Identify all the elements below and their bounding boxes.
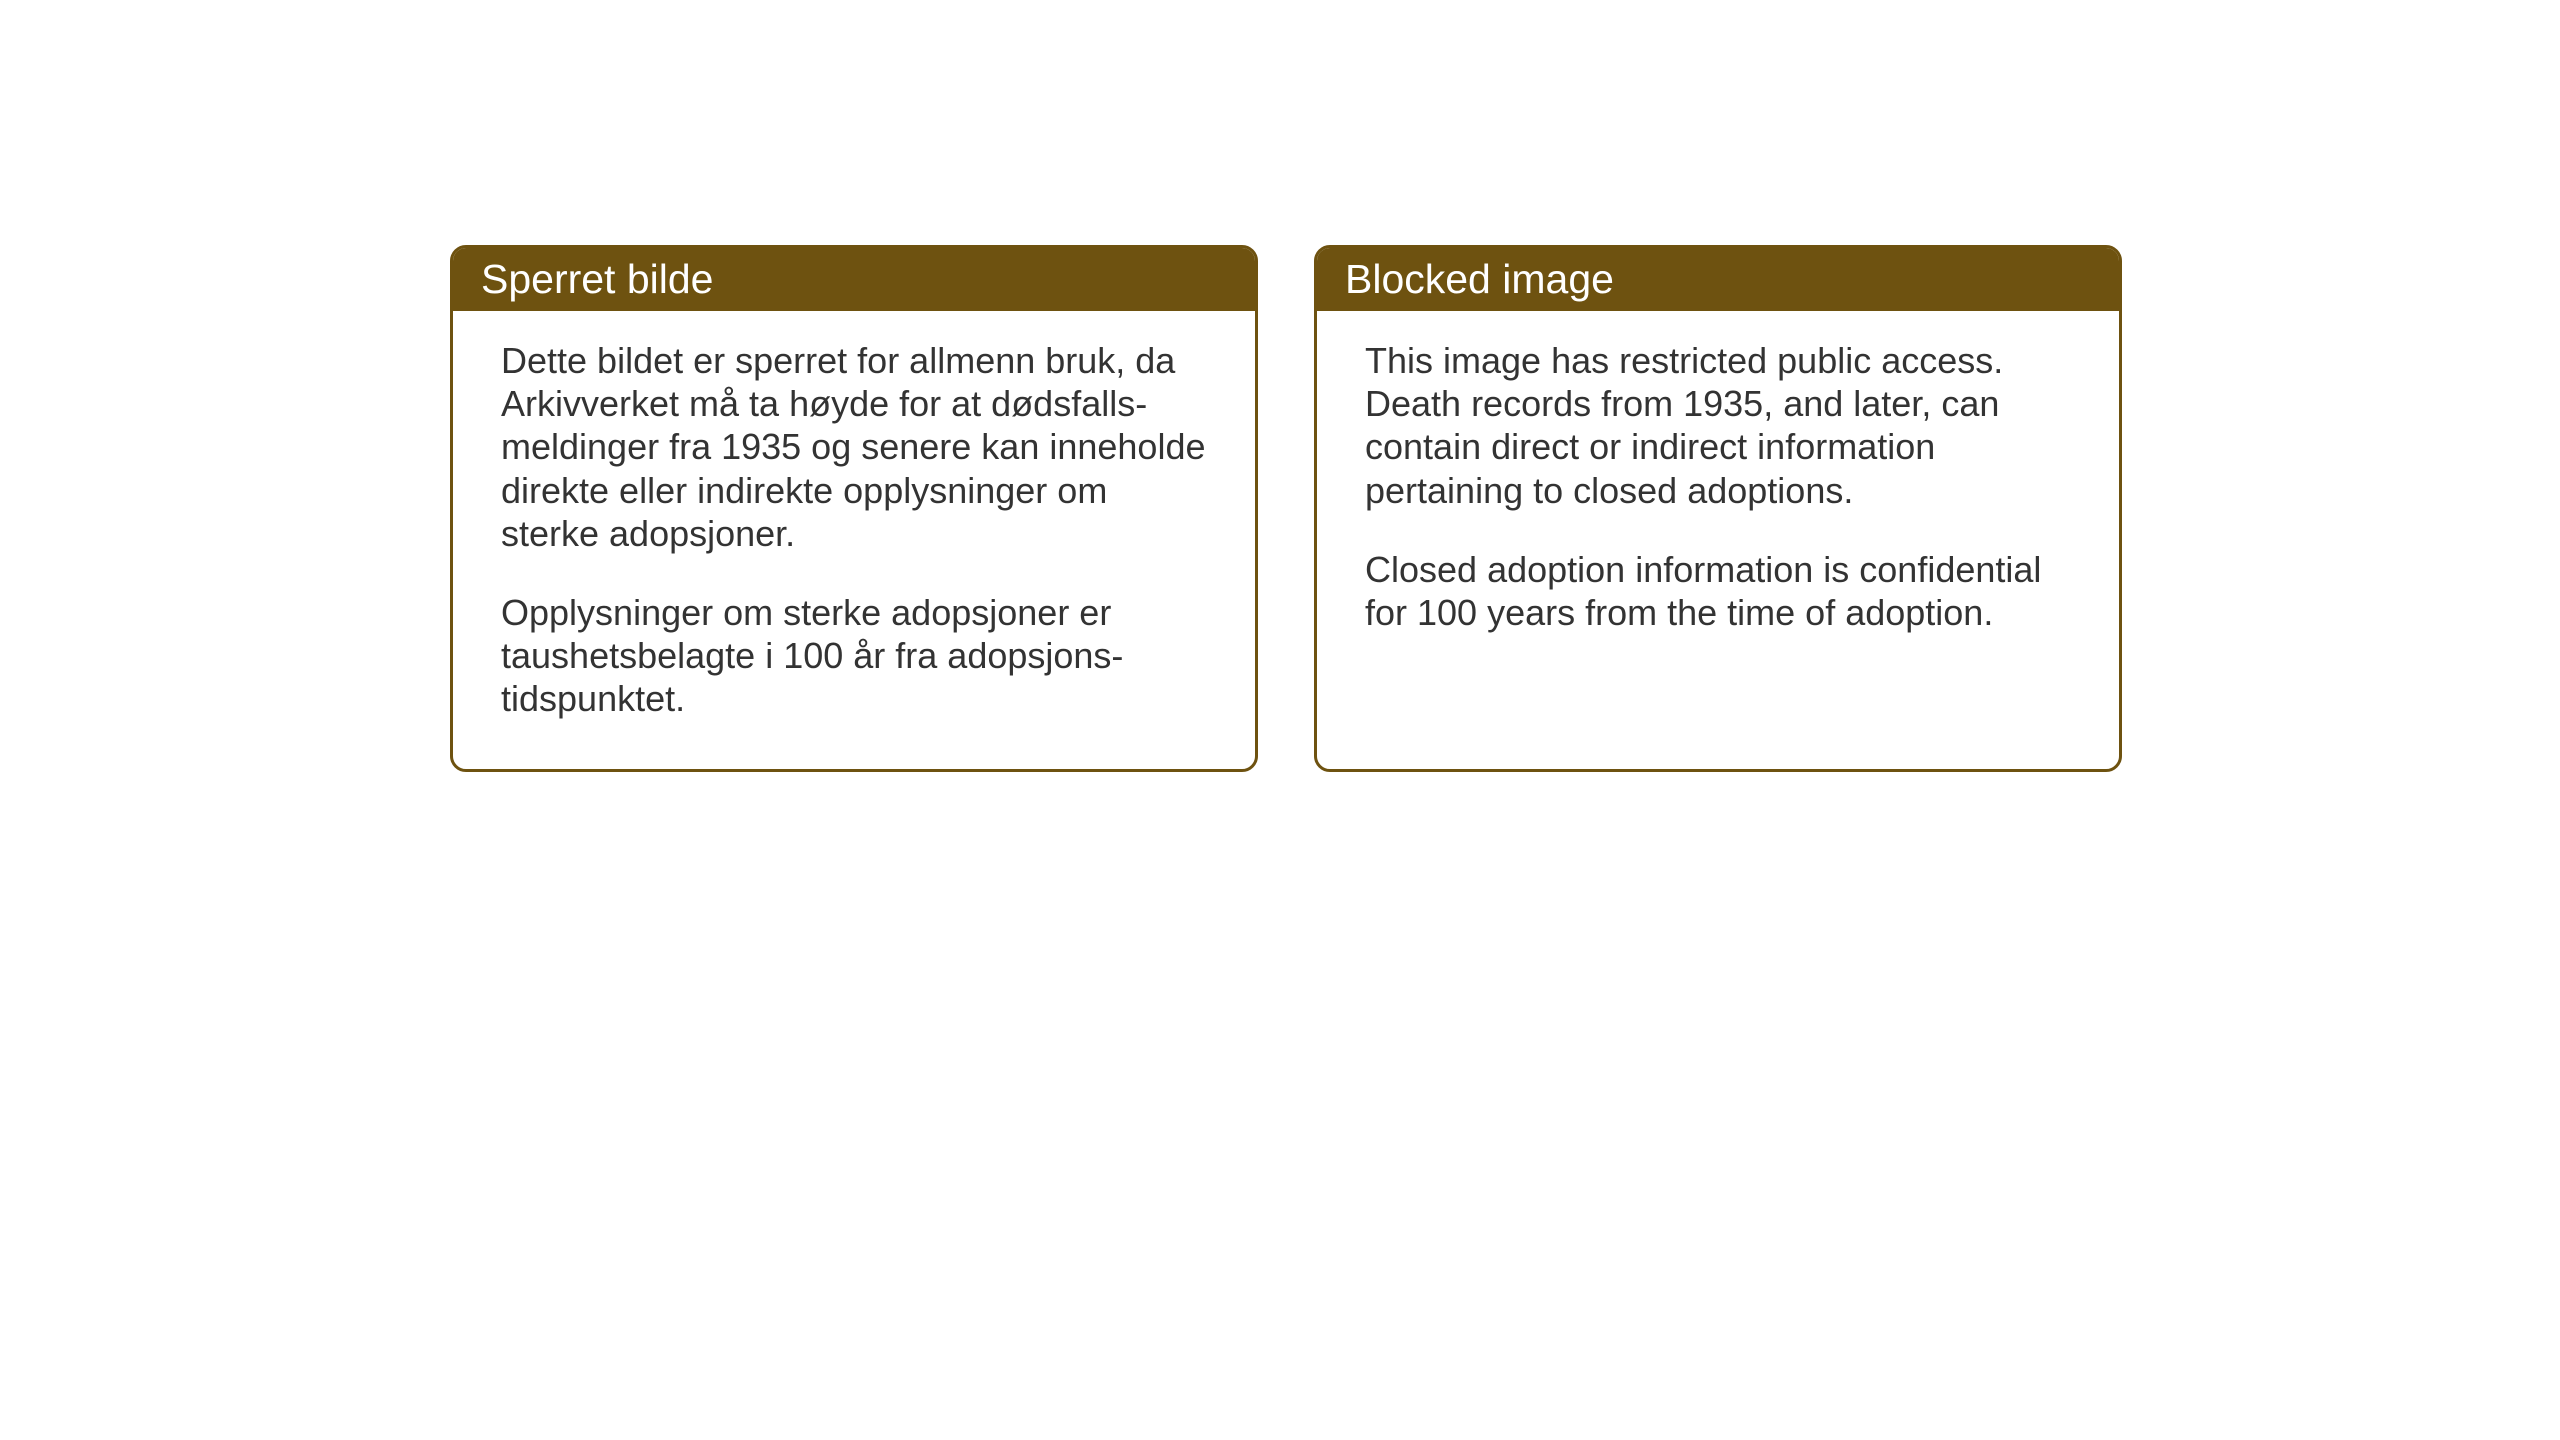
panel-paragraph-1-english: This image has restricted public access.… bbox=[1365, 339, 2071, 512]
panel-header-english: Blocked image bbox=[1317, 248, 2119, 311]
panel-body-english: This image has restricted public access.… bbox=[1317, 311, 2119, 682]
panel-body-norwegian: Dette bildet er sperret for allmenn bruk… bbox=[453, 311, 1255, 769]
panel-title-norwegian: Sperret bilde bbox=[481, 256, 713, 302]
panel-english: Blocked image This image has restricted … bbox=[1314, 245, 2122, 772]
panel-title-english: Blocked image bbox=[1345, 256, 1614, 302]
panels-container: Sperret bilde Dette bildet er sperret fo… bbox=[0, 0, 2560, 772]
panel-header-norwegian: Sperret bilde bbox=[453, 248, 1255, 311]
panel-paragraph-2-norwegian: Opplysninger om sterke adopsjoner er tau… bbox=[501, 591, 1207, 721]
panel-paragraph-2-english: Closed adoption information is confident… bbox=[1365, 548, 2071, 634]
panel-paragraph-1-norwegian: Dette bildet er sperret for allmenn bruk… bbox=[501, 339, 1207, 555]
panel-norwegian: Sperret bilde Dette bildet er sperret fo… bbox=[450, 245, 1258, 772]
